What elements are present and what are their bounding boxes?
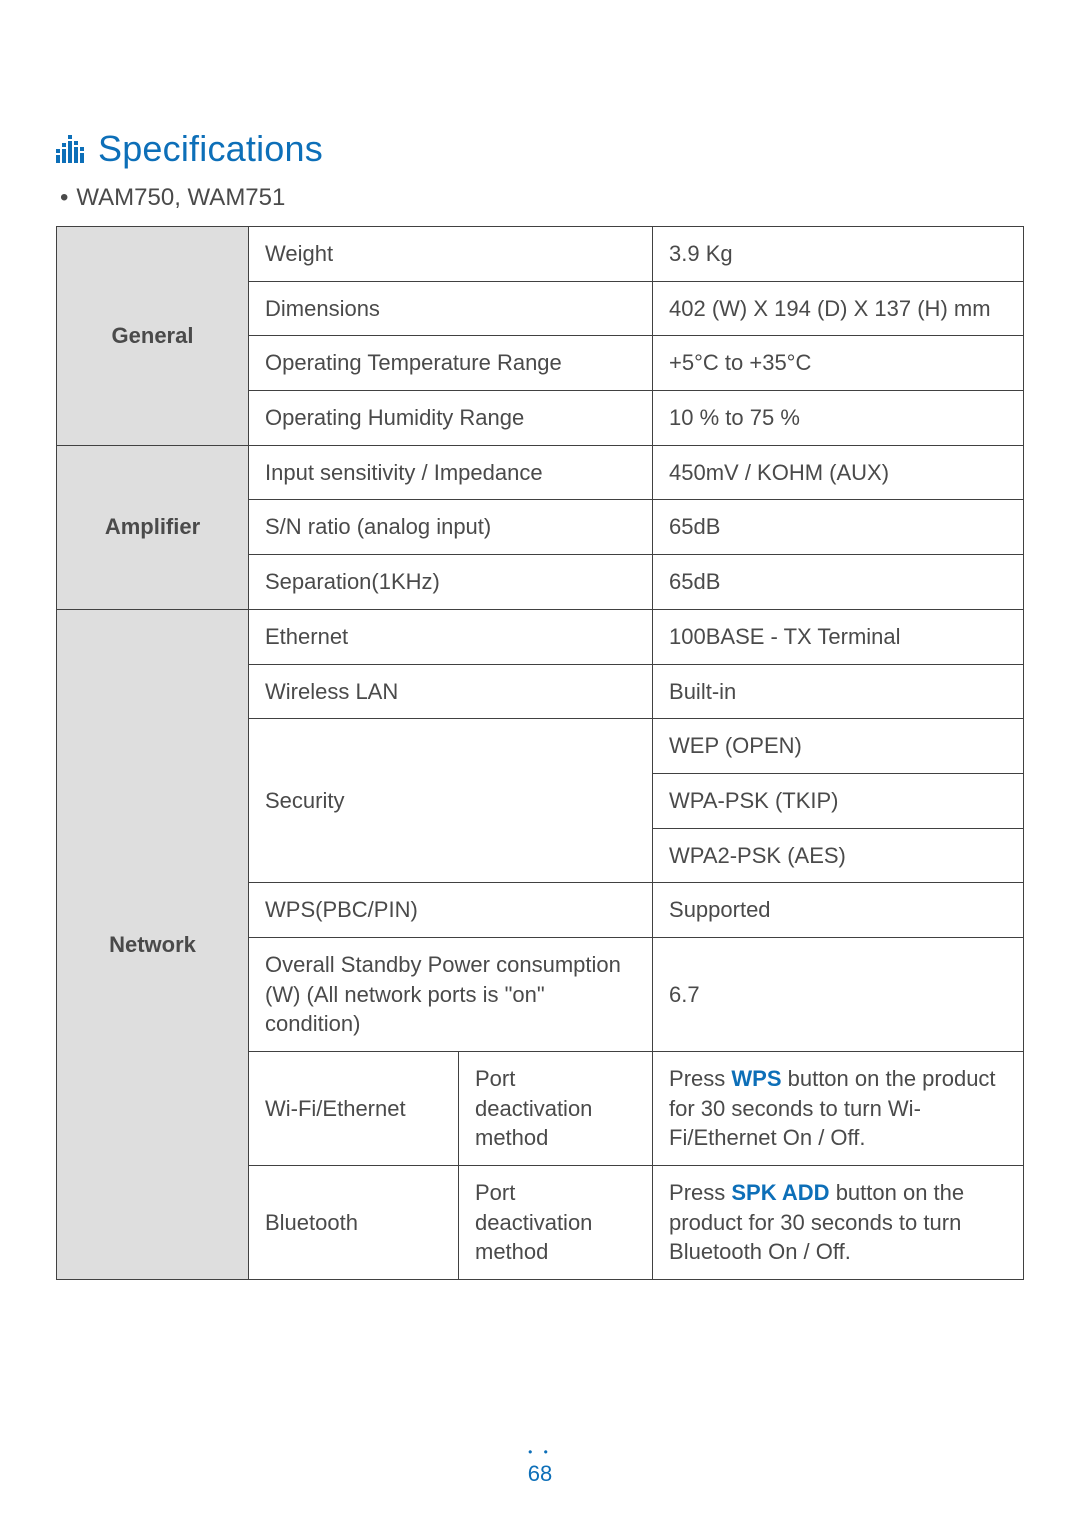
text-part: Press — [669, 1180, 731, 1205]
spec-label: Dimensions — [249, 281, 653, 336]
spec-value: 450mV / KOHM (AUX) — [653, 445, 1024, 500]
spec-value: 65dB — [653, 555, 1024, 610]
bullet-icon: • — [60, 186, 68, 210]
spec-value: 100BASE - TX Terminal — [653, 609, 1024, 664]
table-row: General Weight 3.9 Kg — [57, 227, 1024, 282]
spec-label: Weight — [249, 227, 653, 282]
heading-row: Specifications — [56, 128, 1024, 170]
spec-sublabel: Port deactivation method — [459, 1166, 653, 1280]
page-content: Specifications • WAM750, WAM751 General … — [0, 0, 1080, 1280]
spec-sublabel: Port deactivation method — [459, 1052, 653, 1166]
model-row: • WAM750, WAM751 — [56, 184, 1024, 212]
spec-label: Input sensitivity / Impedance — [249, 445, 653, 500]
grid-bars-icon — [56, 135, 86, 163]
spec-label: Operating Humidity Range — [249, 391, 653, 446]
spec-label: Bluetooth — [249, 1166, 459, 1280]
spec-label: Separation(1KHz) — [249, 555, 653, 610]
specifications-table: General Weight 3.9 Kg Dimensions 402 (W)… — [56, 226, 1024, 1280]
page-title: Specifications — [98, 128, 323, 170]
section-network: Network — [57, 609, 249, 1279]
spec-value: Supported — [653, 883, 1024, 938]
spec-value: 10 % to 75 % — [653, 391, 1024, 446]
spec-label: Wireless LAN — [249, 664, 653, 719]
spec-value: WEP (OPEN) — [653, 719, 1024, 774]
spec-label: Ethernet — [249, 609, 653, 664]
spec-label: Wi-Fi/Ethernet — [249, 1052, 459, 1166]
spec-value: 3.9 Kg — [653, 227, 1024, 282]
spec-label: Overall Standby Power consumption (W) (A… — [249, 937, 653, 1051]
spec-value: Press WPS button on the product for 30 s… — [653, 1052, 1024, 1166]
spk-add-keyword: SPK ADD — [731, 1180, 829, 1205]
spec-label: Security — [249, 719, 653, 883]
spec-value: Press SPK ADD button on the product for … — [653, 1166, 1024, 1280]
spec-value: WPA-PSK (TKIP) — [653, 773, 1024, 828]
table-row: Network Ethernet 100BASE - TX Terminal — [57, 609, 1024, 664]
spec-label: Operating Temperature Range — [249, 336, 653, 391]
spec-value: +5°C to +35°C — [653, 336, 1024, 391]
spec-label: S/N ratio (analog input) — [249, 500, 653, 555]
text-part: Press — [669, 1066, 731, 1091]
section-amplifier: Amplifier — [57, 445, 249, 609]
page-number: • • 68 — [0, 1445, 1080, 1487]
wps-keyword: WPS — [731, 1066, 781, 1091]
spec-value: 65dB — [653, 500, 1024, 555]
spec-value: WPA2-PSK (AES) — [653, 828, 1024, 883]
page-number-dots-icon: • • — [0, 1445, 1080, 1459]
page-number-value: 68 — [528, 1461, 552, 1486]
table-row: Amplifier Input sensitivity / Impedance … — [57, 445, 1024, 500]
section-general: General — [57, 227, 249, 446]
spec-value: Built-in — [653, 664, 1024, 719]
spec-value: 402 (W) X 194 (D) X 137 (H) mm — [653, 281, 1024, 336]
model-numbers: WAM750, WAM751 — [76, 184, 285, 212]
spec-value: 6.7 — [653, 937, 1024, 1051]
spec-label: WPS(PBC/PIN) — [249, 883, 653, 938]
